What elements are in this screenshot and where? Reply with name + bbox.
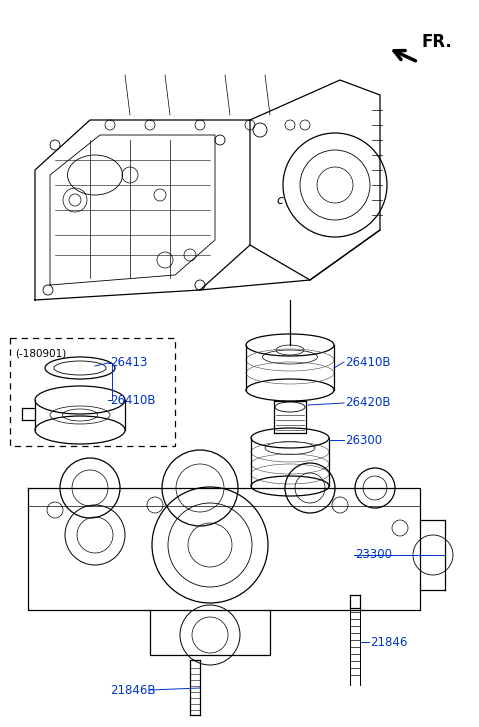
Bar [10, 338, 175, 446]
Text: 26410B: 26410B [345, 356, 390, 369]
Text: 21846: 21846 [370, 635, 407, 648]
Text: 23300: 23300 [355, 548, 392, 561]
Text: 26420B: 26420B [345, 396, 390, 409]
Text: 21846B: 21846B [110, 683, 156, 696]
Text: 26413: 26413 [110, 356, 148, 369]
Text: c: c [276, 193, 284, 206]
Text: 26300: 26300 [345, 433, 382, 446]
Text: 26410B: 26410B [110, 393, 156, 406]
Text: (-180901): (-180901) [15, 348, 66, 358]
Text: FR.: FR. [422, 33, 453, 51]
